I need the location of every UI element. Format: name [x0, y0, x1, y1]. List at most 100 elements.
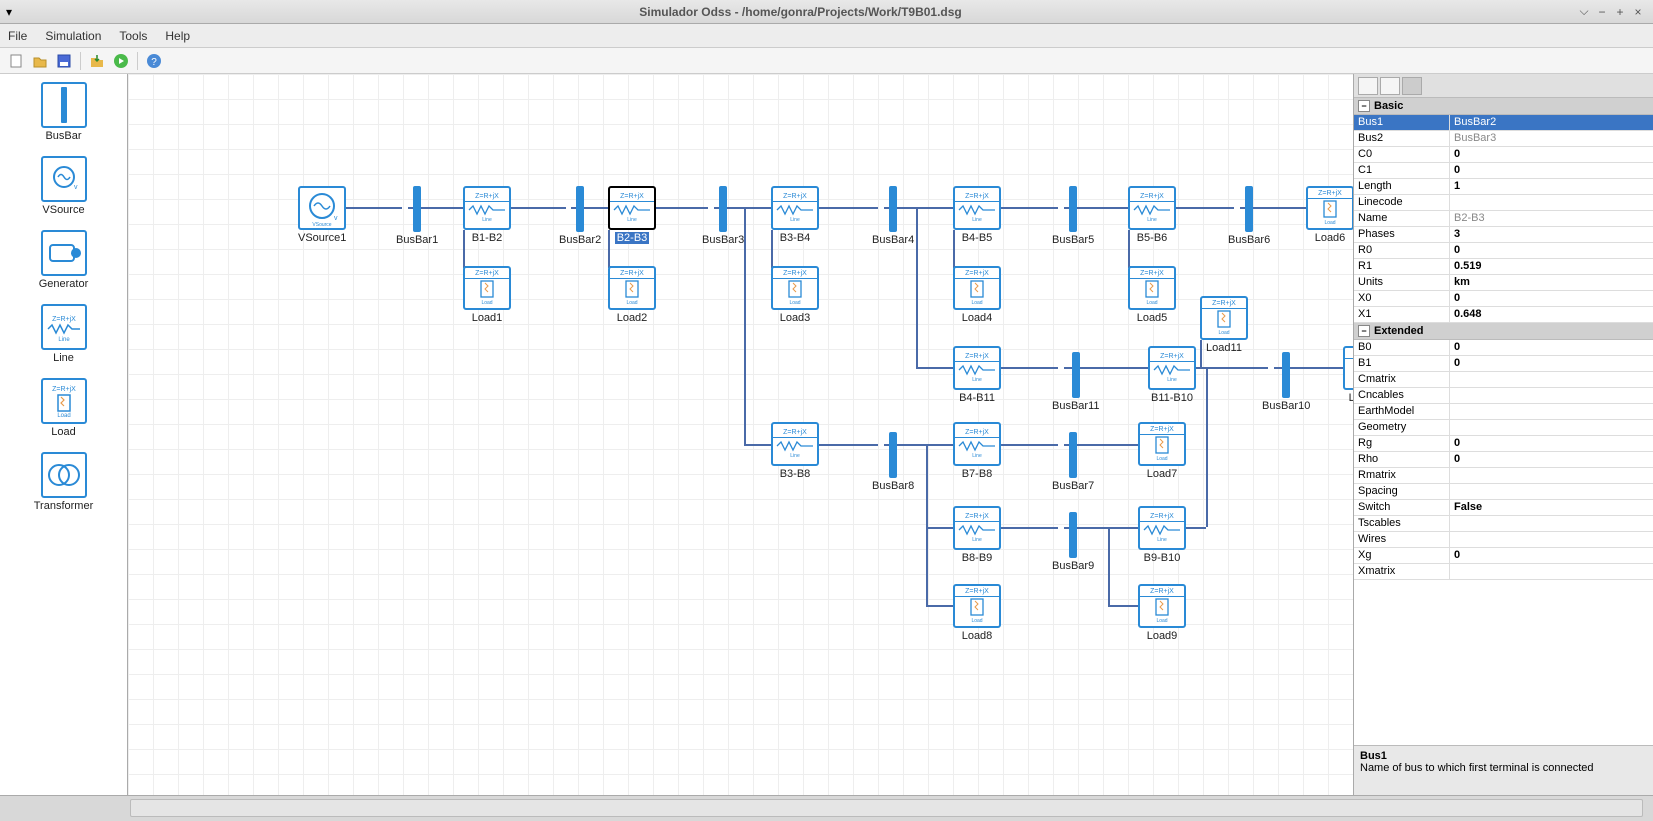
prop-row[interactable]: B00	[1354, 340, 1653, 356]
prop-section[interactable]: −Basic	[1354, 98, 1653, 115]
node-Load1[interactable]: Z=R+jXLoadLoad1	[463, 266, 511, 324]
palette-generator[interactable]: Generator	[0, 226, 127, 298]
prop-value[interactable]	[1450, 404, 1653, 419]
prop-value[interactable]	[1450, 195, 1653, 210]
prop-value[interactable]: B2-B3	[1450, 211, 1653, 226]
prop-value[interactable]	[1450, 420, 1653, 435]
help-icon[interactable]: ⌵	[1575, 4, 1593, 19]
palette-load[interactable]: Z=R+jXLoadLoad	[0, 374, 127, 446]
prop-value[interactable]	[1450, 564, 1653, 579]
menu-simulation[interactable]: Simulation	[45, 29, 101, 43]
prop-value[interactable]: 0	[1450, 291, 1653, 306]
prop-tab-2[interactable]	[1380, 77, 1400, 95]
prop-section[interactable]: −Extended	[1354, 323, 1653, 340]
prop-value[interactable]: False	[1450, 500, 1653, 515]
node-BusBar6[interactable]: BusBar6	[1228, 186, 1270, 246]
node-B7-B8[interactable]: Z=R+jXLineB7-B8	[953, 422, 1001, 480]
prop-tab-1[interactable]	[1358, 77, 1378, 95]
node-B2-B3[interactable]: Z=R+jXLineB2-B3	[608, 186, 656, 244]
prop-value[interactable]: 0	[1450, 340, 1653, 355]
palette-vsource[interactable]: vVSource	[0, 152, 127, 224]
node-Load10[interactable]: Z=R+jXLoadLoad10	[1343, 346, 1353, 404]
save-icon[interactable]	[54, 51, 74, 71]
prop-value[interactable]: 0	[1450, 356, 1653, 371]
prop-row[interactable]: R10.519	[1354, 259, 1653, 275]
prop-tab-3[interactable]	[1402, 77, 1422, 95]
prop-value[interactable]	[1450, 484, 1653, 499]
node-Load5[interactable]: Z=R+jXLoadLoad5	[1128, 266, 1176, 324]
node-B4-B11[interactable]: Z=R+jXLineB4-B11	[953, 346, 1001, 404]
prop-row[interactable]: Tscables	[1354, 516, 1653, 532]
node-BusBar11[interactable]: BusBar11	[1052, 352, 1100, 412]
prop-row[interactable]: Xg0	[1354, 548, 1653, 564]
node-Load3[interactable]: Z=R+jXLoadLoad3	[771, 266, 819, 324]
prop-row[interactable]: Linecode	[1354, 195, 1653, 211]
prop-value[interactable]: 0	[1450, 163, 1653, 178]
collapse-icon[interactable]: −	[1358, 100, 1370, 112]
prop-value[interactable]: BusBar3	[1450, 131, 1653, 146]
prop-row[interactable]: Xmatrix	[1354, 564, 1653, 580]
node-B3-B4[interactable]: Z=R+jXLineB3-B4	[771, 186, 819, 244]
prop-row[interactable]: B10	[1354, 356, 1653, 372]
prop-row[interactable]: X10.648	[1354, 307, 1653, 323]
node-Load6[interactable]: Z=R+jXLoadLoad6	[1306, 186, 1353, 244]
maximize-button[interactable]: +	[1611, 5, 1629, 19]
prop-value[interactable]: 0	[1450, 548, 1653, 563]
prop-row[interactable]: Rmatrix	[1354, 468, 1653, 484]
node-BusBar3[interactable]: BusBar3	[702, 186, 744, 246]
prop-value[interactable]: 0	[1450, 452, 1653, 467]
prop-value[interactable]: km	[1450, 275, 1653, 290]
palette-busbar[interactable]: BusBar	[0, 78, 127, 150]
node-B3-B8[interactable]: Z=R+jXLineB3-B8	[771, 422, 819, 480]
prop-value[interactable]: 3	[1450, 227, 1653, 242]
palette-transformer[interactable]: Transformer	[0, 448, 127, 520]
prop-row[interactable]: C10	[1354, 163, 1653, 179]
new-file-icon[interactable]	[6, 51, 26, 71]
node-Load7[interactable]: Z=R+jXLoadLoad7	[1138, 422, 1186, 480]
node-B5-B6[interactable]: Z=R+jXLineB5-B6	[1128, 186, 1176, 244]
node-B9-B10[interactable]: Z=R+jXLineB9-B10	[1138, 506, 1186, 564]
prop-row[interactable]: EarthModel	[1354, 404, 1653, 420]
menu-help[interactable]: Help	[165, 29, 190, 43]
prop-row[interactable]: Cncables	[1354, 388, 1653, 404]
prop-row[interactable]: Rho0	[1354, 452, 1653, 468]
prop-value[interactable]	[1450, 372, 1653, 387]
prop-value[interactable]	[1450, 532, 1653, 547]
prop-value[interactable]	[1450, 516, 1653, 531]
prop-value[interactable]: 0	[1450, 243, 1653, 258]
prop-row[interactable]: Phases3	[1354, 227, 1653, 243]
node-Load9[interactable]: Z=R+jXLoadLoad9	[1138, 584, 1186, 642]
properties-grid[interactable]: −BasicBus1BusBar2Bus2BusBar3C00C10Length…	[1354, 98, 1653, 745]
node-BusBar8[interactable]: BusBar8	[872, 432, 914, 492]
prop-row[interactable]: C00	[1354, 147, 1653, 163]
node-BusBar9[interactable]: BusBar9	[1052, 512, 1094, 572]
prop-row[interactable]: R00	[1354, 243, 1653, 259]
menu-file[interactable]: File	[8, 29, 27, 43]
node-BusBar4[interactable]: BusBar4	[872, 186, 914, 246]
node-Load11[interactable]: Z=R+jXLoadLoad11	[1200, 296, 1248, 354]
canvas-area[interactable]: vVSourceVSource1 BusBar1 Z=R+jXLineB1-B2 Z=…	[128, 74, 1353, 795]
prop-value[interactable]	[1450, 388, 1653, 403]
node-Load4[interactable]: Z=R+jXLoadLoad4	[953, 266, 1001, 324]
node-BusBar7[interactable]: BusBar7	[1052, 432, 1094, 492]
export-icon[interactable]	[87, 51, 107, 71]
node-B1-B2[interactable]: Z=R+jXLineB1-B2	[463, 186, 511, 244]
palette-line[interactable]: Z=R+jXLineLine	[0, 300, 127, 372]
prop-row[interactable]: X00	[1354, 291, 1653, 307]
menu-tools[interactable]: Tools	[119, 29, 147, 43]
prop-row[interactable]: Unitskm	[1354, 275, 1653, 291]
prop-value[interactable]: BusBar2	[1450, 115, 1653, 130]
prop-value[interactable]: 0.648	[1450, 307, 1653, 322]
prop-value[interactable]: 0	[1450, 436, 1653, 451]
node-VSource1[interactable]: vVSourceVSource1	[298, 186, 346, 244]
collapse-icon[interactable]: −	[1358, 325, 1370, 337]
prop-row[interactable]: Wires	[1354, 532, 1653, 548]
open-file-icon[interactable]	[30, 51, 50, 71]
node-Load8[interactable]: Z=R+jXLoadLoad8	[953, 584, 1001, 642]
prop-value[interactable]: 0.519	[1450, 259, 1653, 274]
node-B8-B9[interactable]: Z=R+jXLineB8-B9	[953, 506, 1001, 564]
prop-row[interactable]: Cmatrix	[1354, 372, 1653, 388]
node-BusBar1[interactable]: BusBar1	[396, 186, 438, 246]
prop-row[interactable]: Geometry	[1354, 420, 1653, 436]
prop-row[interactable]: Bus1BusBar2	[1354, 115, 1653, 131]
